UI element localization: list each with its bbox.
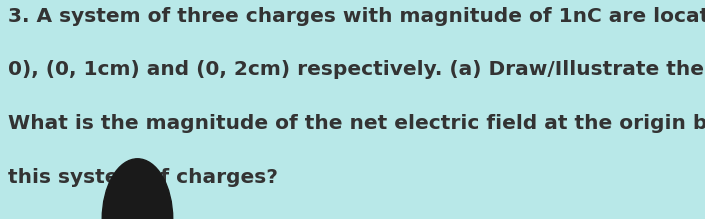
Text: 3. A system of three charges with magnitude of 1nC are located at (1cm,: 3. A system of three charges with magnit…	[8, 7, 705, 26]
Text: What is the magnitude of the net electric field at the origin because of: What is the magnitude of the net electri…	[8, 114, 705, 133]
Text: this system of charges?: this system of charges?	[8, 168, 278, 187]
Ellipse shape	[102, 159, 173, 219]
Text: 0), (0, 1cm) and (0, 2cm) respectively. (a) Draw/Illustrate the system. (b): 0), (0, 1cm) and (0, 2cm) respectively. …	[8, 60, 705, 79]
